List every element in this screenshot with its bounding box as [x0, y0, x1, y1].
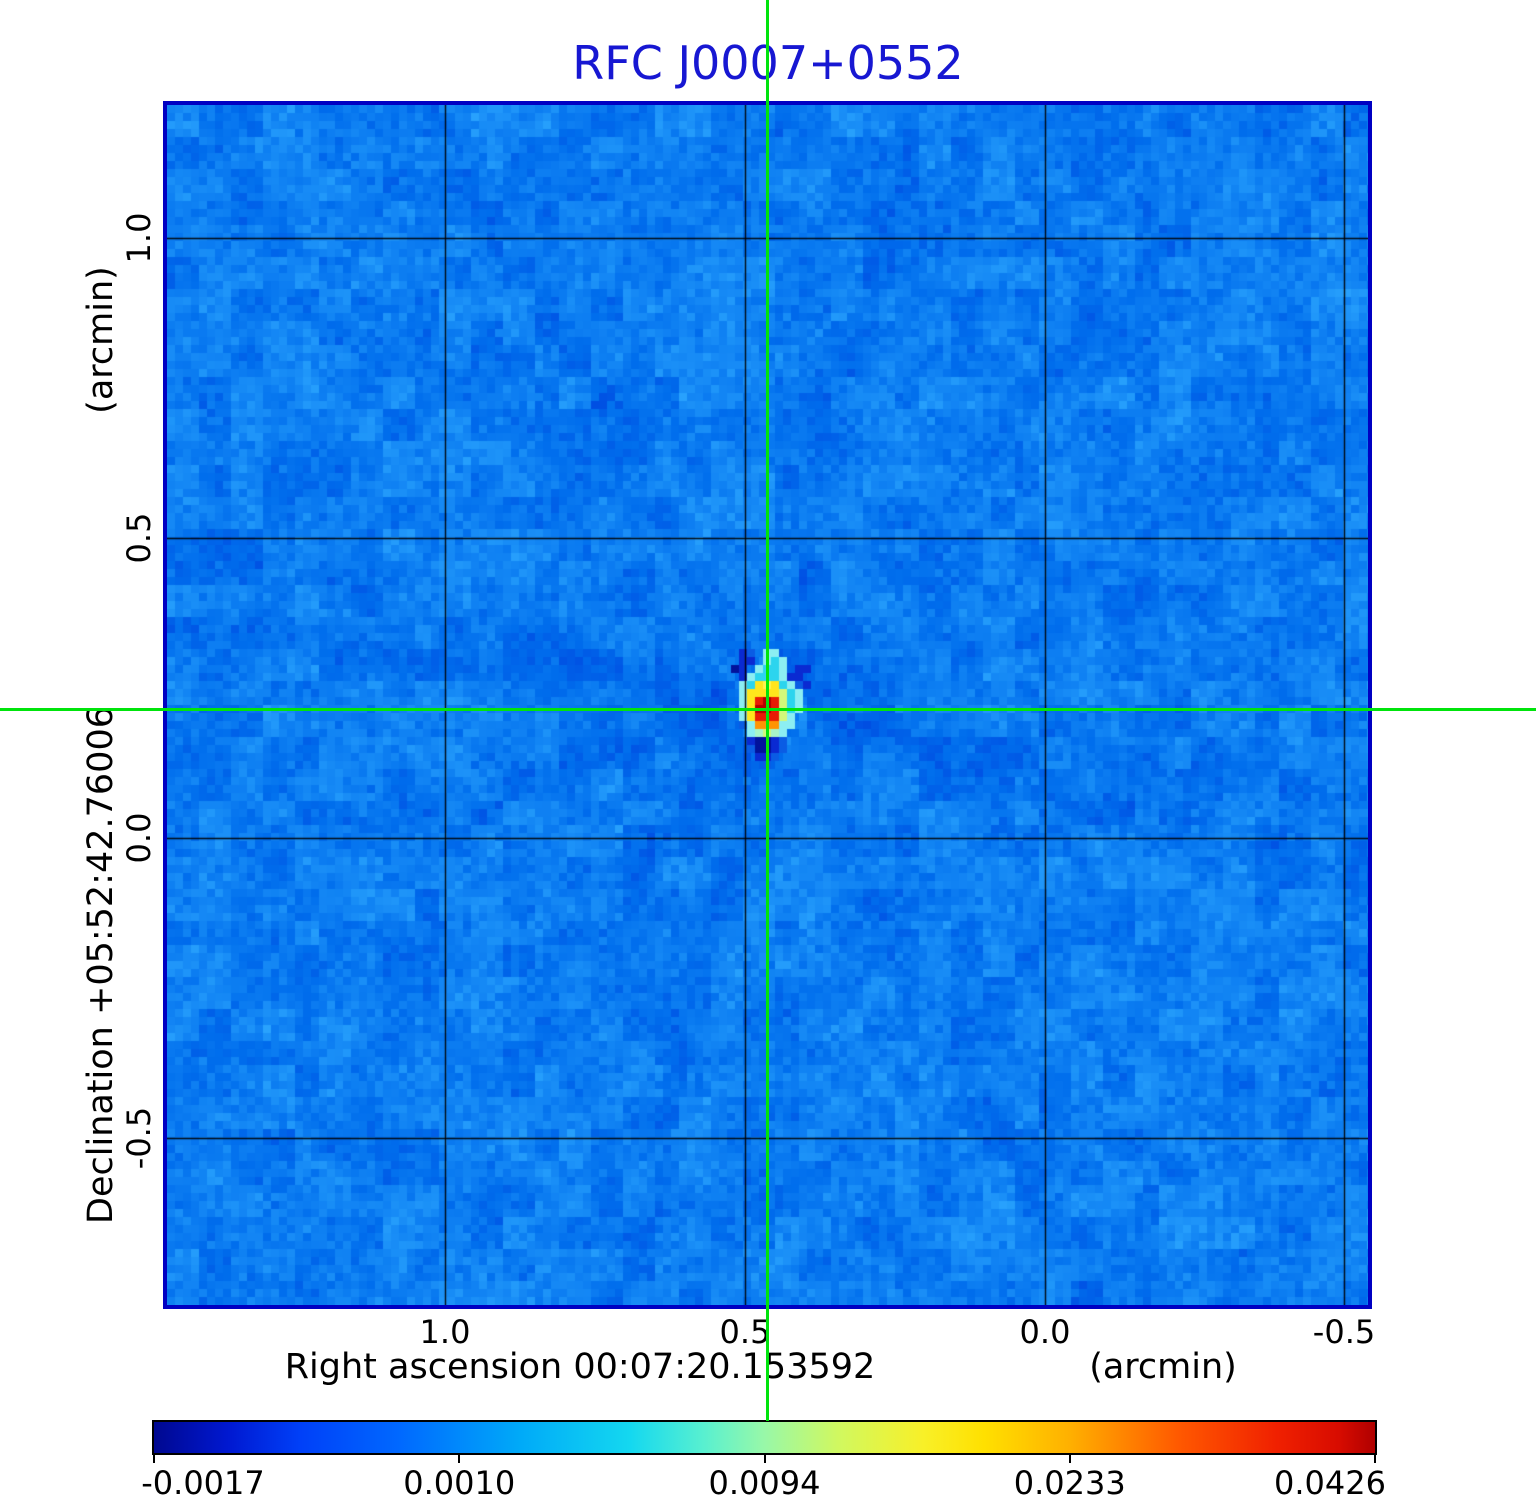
colorbar-tick-label: -0.0017	[141, 1464, 265, 1502]
y-tick-label: 0.5	[120, 512, 158, 564]
colorbar	[152, 1420, 1377, 1455]
colorbar-tick	[458, 1455, 461, 1463]
y-tick-label: 0.0	[120, 812, 158, 864]
crosshair-vertical	[765, 0, 769, 1421]
colorbar-tick-label: 0.0233	[1013, 1464, 1126, 1502]
colorbar-tick	[1374, 1455, 1376, 1463]
colorbar-tick-label: 0.0426	[1274, 1464, 1386, 1502]
x-tick-label: 0.0	[1019, 1313, 1071, 1351]
colorbar-tick	[763, 1455, 766, 1463]
y-axis-label: Declination +05:52:42.76006	[81, 706, 121, 1224]
x-axis-label: Right ascension 00:07:20.153592	[284, 1347, 876, 1387]
colorbar-tick-label: 0.0094	[708, 1464, 821, 1502]
x-tick-label: 1.0	[419, 1313, 471, 1351]
y-tick-label: 1.0	[120, 212, 158, 264]
y-axis-unit-label: (arcmin)	[81, 266, 121, 414]
colorbar-tick	[153, 1455, 155, 1463]
y-tick-label: -0.5	[120, 1106, 158, 1170]
x-tick-label: 0.5	[719, 1313, 771, 1351]
colorbar-tick	[1068, 1455, 1071, 1463]
crosshair-horizontal	[0, 707, 1536, 711]
x-tick-label: -0.5	[1312, 1313, 1376, 1351]
x-axis-unit-label: (arcmin)	[1089, 1347, 1237, 1387]
colorbar-tick-label: 0.0010	[403, 1464, 516, 1502]
